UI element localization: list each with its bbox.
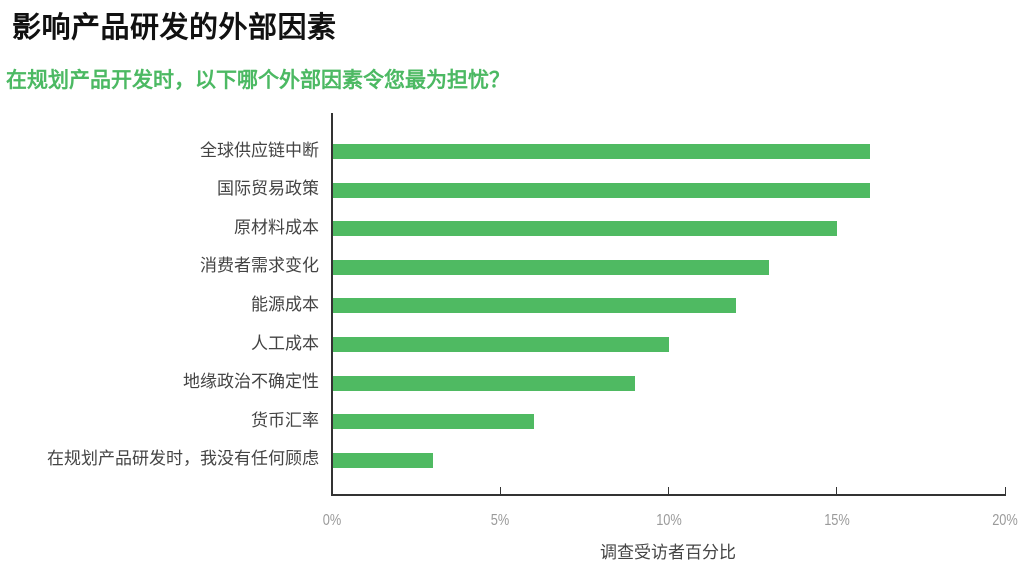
y-axis-line — [331, 113, 333, 496]
bar — [333, 298, 736, 314]
x-tick-label: 20% — [992, 512, 1018, 529]
bar — [333, 259, 770, 275]
x-tick-label: 0% — [322, 512, 342, 529]
category-label: 货币汇率 — [251, 410, 319, 431]
x-tick — [668, 487, 669, 495]
category-label: 消费者需求变化 — [200, 256, 319, 277]
x-tick — [1004, 487, 1006, 495]
bar — [333, 144, 871, 159]
x-tick-label: 5% — [491, 512, 510, 529]
x-tick-label: 10% — [655, 512, 682, 529]
category-label: 全球供应链中断 — [200, 140, 319, 161]
bar — [333, 221, 837, 237]
category-label: 原材料成本 — [234, 217, 319, 238]
chart-subtitle: 在规划产品开发时，以下哪个外部因素令您最为担忧？ — [6, 68, 510, 92]
x-axis-label: 调查受访者百分比 — [600, 543, 736, 563]
bar — [333, 375, 635, 391]
chart-title: 影响产品研发的外部因素 — [12, 10, 337, 44]
bar — [333, 337, 669, 352]
category-label: 国际贸易政策 — [217, 179, 319, 200]
bar — [333, 182, 871, 198]
category-label: 人工成本 — [251, 333, 319, 354]
x-tick — [499, 487, 501, 495]
category-label: 在规划产品研发时，我没有任何顾虑 — [47, 449, 319, 470]
category-label: 地缘政治不确定性 — [183, 372, 319, 393]
x-axis-line — [331, 494, 1006, 496]
x-tick — [836, 487, 838, 495]
bar — [333, 414, 534, 430]
category-label: 能源成本 — [251, 294, 319, 315]
x-tick-label: 15% — [823, 512, 850, 529]
bar — [333, 452, 433, 468]
